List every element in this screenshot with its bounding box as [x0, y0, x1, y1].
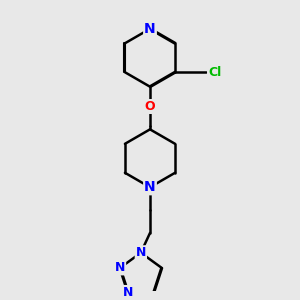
Text: O: O [145, 100, 155, 113]
Text: N: N [144, 22, 156, 36]
Text: N: N [144, 180, 156, 194]
Text: N: N [136, 246, 146, 259]
Text: N: N [123, 286, 133, 299]
Text: Cl: Cl [208, 66, 221, 79]
Text: N: N [115, 261, 125, 274]
